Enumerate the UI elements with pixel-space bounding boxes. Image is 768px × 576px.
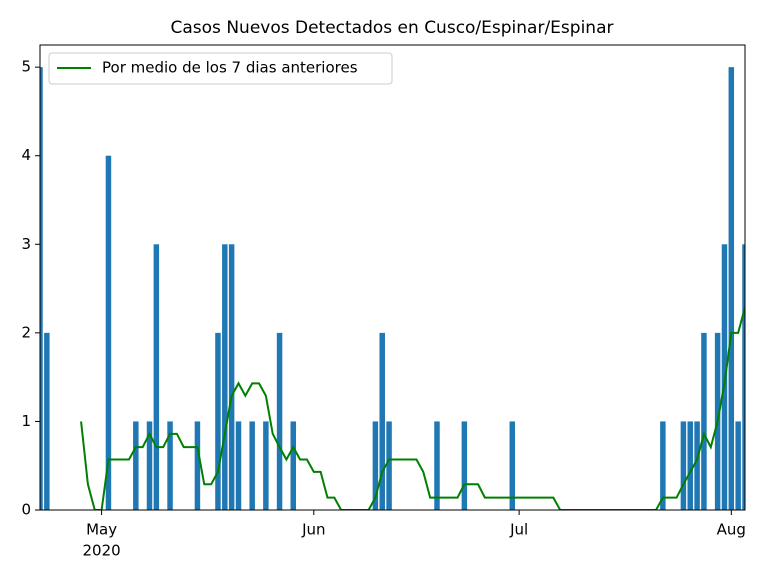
bar: [249, 421, 255, 510]
legend: Por medio de los 7 dias anteriores: [48, 52, 393, 85]
bar: [701, 332, 707, 510]
y-tick-label: 1: [21, 412, 31, 430]
bar: [235, 421, 242, 510]
bar: [509, 421, 516, 510]
bar: [386, 421, 392, 510]
y-tick-label: 4: [21, 146, 31, 164]
y-tick-label: 5: [21, 58, 31, 76]
bar: [379, 332, 385, 510]
bar: [263, 421, 269, 510]
bar: [735, 421, 741, 510]
bar: [133, 421, 139, 510]
bar: [146, 421, 153, 510]
y-tick-label: 0: [21, 501, 31, 519]
bar: [44, 332, 50, 510]
bar: [276, 332, 283, 510]
bar: [222, 244, 228, 510]
axes-frame: [39, 44, 746, 511]
bar: [687, 421, 693, 510]
legend-box: [48, 52, 393, 85]
x-year-label: 2020: [83, 542, 121, 560]
y-tick-label: 2: [21, 323, 31, 341]
x-tick-label: Jun: [301, 521, 325, 539]
bar: [215, 332, 221, 510]
bar: [105, 155, 112, 510]
bar: [153, 244, 160, 510]
bar: [194, 421, 201, 510]
bar: [728, 67, 735, 510]
x-tick-label: May: [86, 521, 117, 539]
chart-title: Casos Nuevos Detectados en Cusco/Espinar…: [171, 18, 614, 38]
bar: [742, 244, 745, 510]
bar: [372, 421, 379, 510]
bar: [40, 67, 43, 510]
bar: [434, 421, 440, 510]
bar: [461, 421, 468, 510]
x-tick-label: Aug: [717, 521, 746, 539]
legend-label: Por medio de los 7 dias anteriores: [102, 59, 358, 77]
moving-average-line: [80, 306, 745, 510]
bar: [228, 244, 235, 510]
bar: [290, 421, 296, 510]
y-tick-label: 3: [21, 235, 31, 253]
bar: [660, 421, 666, 510]
bar: [694, 421, 700, 510]
bar: [680, 421, 687, 510]
x-tick-label: Jul: [509, 521, 528, 539]
bar: [167, 421, 173, 510]
plot-area: [40, 67, 745, 510]
